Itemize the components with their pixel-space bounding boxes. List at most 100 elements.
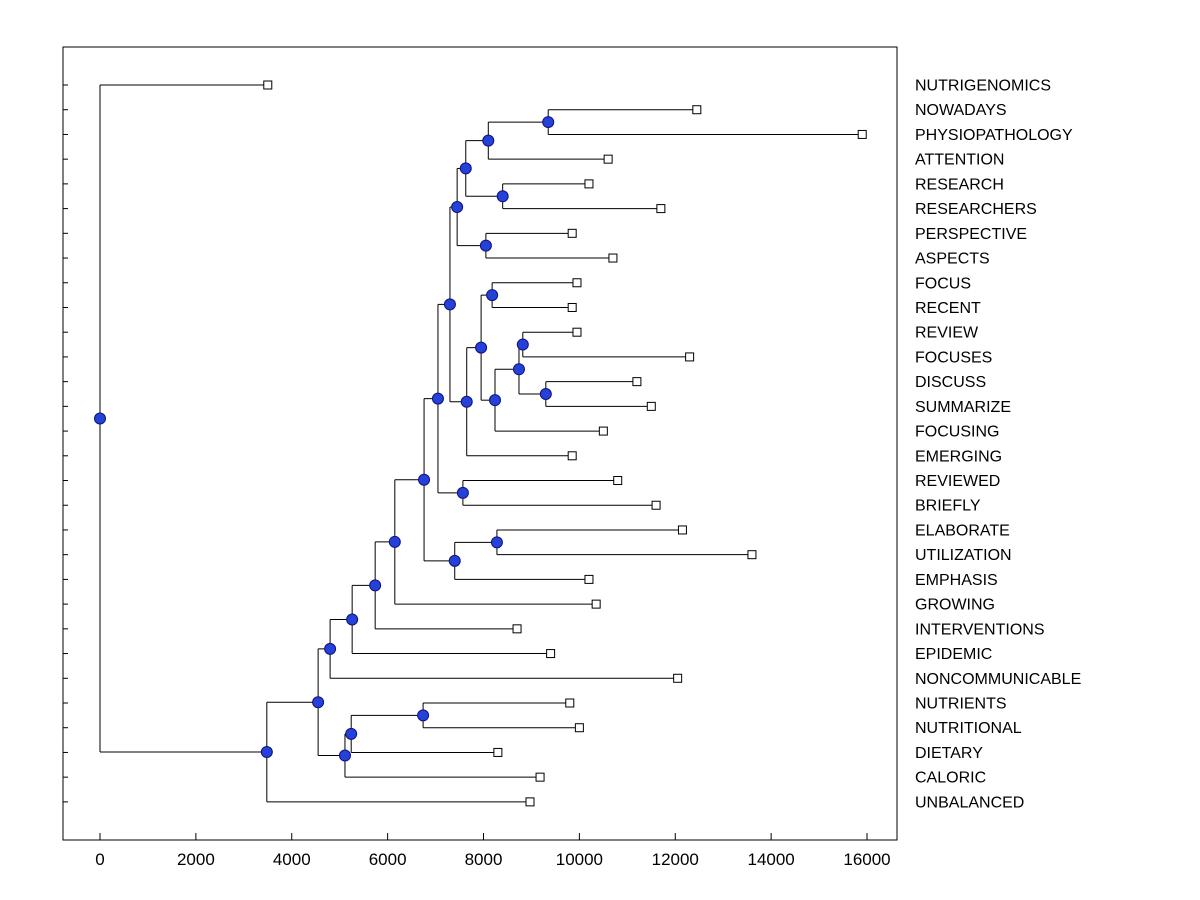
leaf-label: DISCUSS	[915, 374, 986, 391]
internal-node-marker	[369, 579, 382, 592]
leaf-marker	[646, 401, 656, 411]
leaf-label: ASPECTS	[915, 251, 990, 268]
leaf-label: FOCUSING	[915, 424, 999, 441]
leaf-marker	[493, 747, 503, 757]
leaf-label: EMERGING	[915, 448, 1002, 465]
leaf-label: ELABORATE	[915, 522, 1010, 539]
internal-node-marker	[260, 746, 273, 759]
plot-box	[62, 46, 898, 841]
leaf-label: REVIEWED	[915, 473, 1000, 490]
leaf-marker	[512, 624, 522, 634]
leaf-marker	[692, 105, 702, 115]
internal-node-marker	[475, 341, 488, 354]
internal-node-marker	[451, 201, 464, 214]
internal-node-marker	[486, 289, 499, 302]
leaf-label: NUTRITIONAL	[915, 720, 1022, 737]
leaf-marker	[572, 327, 582, 337]
leaf-marker	[656, 204, 666, 214]
x-axis-tick-label: 4000	[273, 850, 311, 869]
internal-node-marker	[94, 412, 106, 425]
leaf-marker	[263, 80, 273, 90]
leaf-marker	[603, 154, 613, 164]
leaf-label: EMPHASIS	[915, 572, 998, 589]
leaf-marker	[574, 723, 584, 733]
leaf-label: FOCUS	[915, 275, 971, 292]
leaf-label: RECENT	[915, 300, 981, 317]
leaf-marker	[567, 302, 577, 312]
x-axis-tick-label: 2000	[177, 850, 215, 869]
internal-node-marker	[338, 749, 351, 762]
x-axis-tick-label: 8000	[465, 850, 503, 869]
x-axis-tick-label: 12000	[652, 850, 699, 869]
leaf-label: CALORIC	[915, 770, 986, 787]
leaf-marker	[565, 698, 575, 708]
internal-node-marker	[516, 338, 529, 351]
leaf-label: SUMMARIZE	[915, 399, 1011, 416]
internal-node-marker	[489, 394, 502, 407]
leaf-marker	[525, 797, 535, 807]
leaf-label: NUTRIGENOMICS	[915, 78, 1051, 95]
internal-node-marker	[312, 696, 325, 709]
leaf-marker	[857, 129, 867, 139]
leaf-label: REVIEW	[915, 325, 979, 342]
internal-node-marker	[512, 363, 525, 376]
leaf-marker	[546, 649, 556, 659]
leaf-label: PERSPECTIVE	[915, 226, 1027, 243]
internal-node-marker	[431, 392, 444, 405]
leaf-label: UNBALANCED	[915, 794, 1024, 811]
x-axis-tick-label: 14000	[747, 850, 794, 869]
internal-node-marker	[496, 190, 509, 203]
internal-node-marker	[460, 395, 473, 408]
leaf-label: NUTRIENTS	[915, 696, 1007, 713]
leaf-marker	[608, 253, 618, 263]
leaf-label: GROWING	[915, 597, 995, 614]
internal-node-marker	[388, 535, 401, 548]
internal-node-marker	[417, 709, 430, 722]
internal-node-marker	[459, 162, 472, 175]
leaf-marker	[632, 377, 642, 387]
leaf-label: EPIDEMIC	[915, 646, 992, 663]
leaf-label: UTILIZATION	[915, 547, 1012, 564]
internal-node-marker	[456, 486, 469, 499]
leaf-label: BRIEFLY	[915, 498, 981, 515]
leaf-label: NOWADAYS	[915, 102, 1007, 119]
x-axis-tick-label: 16000	[843, 850, 890, 869]
x-axis-tick-label: 10000	[556, 850, 603, 869]
internal-node-marker	[346, 613, 359, 626]
leaf-marker	[651, 500, 661, 510]
internal-node-marker	[542, 116, 555, 129]
internal-node-marker	[418, 473, 431, 486]
leaf-label: NONCOMMUNICABLE	[915, 671, 1081, 688]
leaf-marker	[535, 772, 545, 782]
leaf-label: RESEARCH	[915, 176, 1004, 193]
leaf-marker	[598, 426, 608, 436]
leaf-marker	[584, 574, 594, 584]
leaf-marker	[677, 525, 687, 535]
leaf-marker	[572, 278, 582, 288]
internal-node-marker	[482, 134, 495, 147]
leaf-marker	[567, 451, 577, 461]
leaf-label: ATTENTION	[915, 152, 1004, 169]
internal-node-marker	[448, 554, 461, 567]
internal-node-marker	[443, 298, 456, 311]
internal-node-marker	[539, 388, 552, 400]
x-axis-tick-label: 6000	[369, 850, 407, 869]
leaf-marker	[747, 550, 757, 560]
leaf-label: PHYSIOPATHOLOGY	[915, 127, 1073, 144]
leaf-label: RESEARCHERS	[915, 201, 1037, 218]
leaf-marker	[685, 352, 695, 362]
leaf-label: FOCUSES	[915, 349, 992, 366]
x-axis-tick-label: 0	[95, 850, 104, 869]
leaf-marker	[567, 228, 577, 238]
internal-node-marker	[345, 727, 358, 740]
leaf-marker	[613, 476, 623, 486]
leaf-marker	[673, 673, 683, 683]
leaf-marker	[591, 599, 601, 609]
leaf-label: INTERVENTIONS	[915, 621, 1045, 638]
internal-node-marker	[479, 239, 492, 252]
internal-node-marker	[324, 642, 337, 655]
internal-node-marker	[490, 536, 503, 549]
leaf-label: DIETARY	[915, 745, 983, 762]
